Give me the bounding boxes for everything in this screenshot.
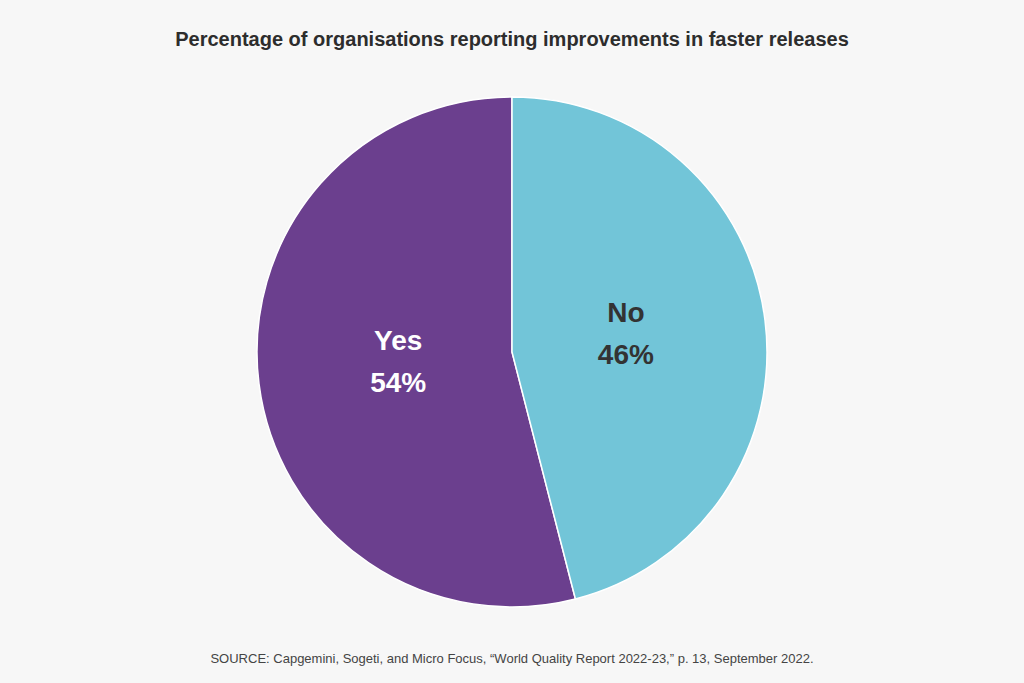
pie-slice xyxy=(512,97,767,599)
slice-label: No xyxy=(607,297,644,328)
chart-title: Percentage of organisations reporting im… xyxy=(175,28,849,50)
chart-container: Percentage of organisations reporting im… xyxy=(0,0,1024,683)
chart-svg: Percentage of organisations reporting im… xyxy=(0,0,1024,683)
data-label: 54% xyxy=(370,367,426,398)
pie-slices xyxy=(257,97,767,607)
data-label: 46% xyxy=(598,339,654,370)
pie-labels: Yes 54% No 46% xyxy=(370,297,654,399)
slice-label: Yes xyxy=(374,325,422,356)
source-note: SOURCE: Capgemini, Sogeti, and Micro Foc… xyxy=(210,651,813,666)
